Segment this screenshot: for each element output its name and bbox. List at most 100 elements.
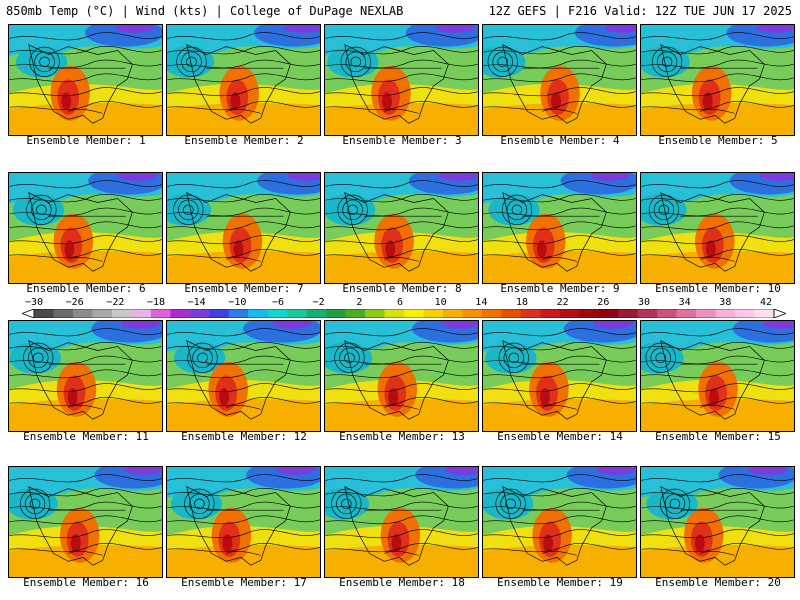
colorbar-swatch xyxy=(345,309,366,318)
ensemble-member-label-16: Ensemble Member: 16 xyxy=(23,576,149,589)
ensemble-map-7 xyxy=(166,172,321,284)
ensemble-member-label-15: Ensemble Member: 15 xyxy=(655,430,781,443)
colorbar-tick-label: −14 xyxy=(187,297,206,308)
ensemble-map-1 xyxy=(8,24,163,136)
ensemble-member-label-20: Ensemble Member: 20 xyxy=(655,576,781,589)
ensemble-map-5 xyxy=(640,24,795,136)
colorbar-swatch xyxy=(520,309,541,318)
ensemble-map-13 xyxy=(324,320,479,432)
ensemble-member-label-9: Ensemble Member: 9 xyxy=(500,282,620,295)
colorbar-tick-label: 34 xyxy=(678,297,691,308)
header-right-title: 12Z GEFS | F216 Valid: 12Z TUE JUN 17 20… xyxy=(488,4,792,18)
colorbar-swatch xyxy=(481,309,502,318)
ensemble-member-label-10: Ensemble Member: 10 xyxy=(655,282,781,295)
colorbar-tick-label: −6 xyxy=(271,297,285,308)
ensemble-map-17 xyxy=(166,466,321,578)
ensemble-member-label-18: Ensemble Member: 18 xyxy=(339,576,465,589)
colorbar-swatch xyxy=(462,309,483,318)
ensemble-map-10 xyxy=(640,172,795,284)
ensemble-member-label-11: Ensemble Member: 11 xyxy=(23,430,149,443)
colorbar-tick-label: 42 xyxy=(759,297,773,308)
colorbar-tick-label: 38 xyxy=(719,297,732,308)
ensemble-member-label-2: Ensemble Member: 2 xyxy=(184,134,304,147)
colorbar-swatch xyxy=(53,309,74,318)
ensemble-member-label-6: Ensemble Member: 6 xyxy=(26,282,146,295)
colorbar-swatch xyxy=(306,309,327,318)
colorbar-tick-label: 26 xyxy=(597,297,610,308)
colorbar-tick-label: 2 xyxy=(356,297,363,308)
ensemble-member-label-8: Ensemble Member: 8 xyxy=(342,282,462,295)
colorbar-swatch xyxy=(676,309,697,318)
colorbar-tick-label: 18 xyxy=(515,297,529,308)
colorbar-left-arrow xyxy=(22,309,35,318)
ensemble-map-11 xyxy=(8,320,163,432)
temperature-colorbar xyxy=(22,309,786,318)
colorbar-swatch xyxy=(111,309,132,318)
colorbar-swatch xyxy=(150,309,171,318)
colorbar-tick-label: −10 xyxy=(228,297,247,308)
colorbar-swatch xyxy=(540,309,561,318)
ensemble-map-12 xyxy=(166,320,321,432)
colorbar-swatch xyxy=(228,309,249,318)
ensemble-map-18 xyxy=(324,466,479,578)
ensemble-map-14 xyxy=(482,320,637,432)
colorbar-swatch xyxy=(735,309,755,318)
colorbar-swatch xyxy=(384,309,405,318)
colorbar-swatch xyxy=(637,309,658,318)
colorbar-swatch xyxy=(92,309,113,318)
ensemble-member-label-19: Ensemble Member: 19 xyxy=(497,576,623,589)
colorbar-swatch xyxy=(442,309,463,318)
colorbar-swatch xyxy=(715,309,736,318)
colorbar-swatch xyxy=(657,309,677,318)
colorbar-swatch xyxy=(34,309,54,318)
colorbar-swatch xyxy=(287,309,307,318)
colorbar-swatch xyxy=(248,309,268,318)
colorbar-swatch xyxy=(326,309,346,318)
ensemble-map-3 xyxy=(324,24,479,136)
ensemble-member-label-13: Ensemble Member: 13 xyxy=(339,430,465,443)
colorbar-swatch xyxy=(618,309,638,318)
colorbar-swatch xyxy=(754,309,775,318)
ensemble-member-label-14: Ensemble Member: 14 xyxy=(497,430,623,443)
colorbar-labels: −30 −26 −22 −18 −14 −10 −6 −2 2 6 10 14 18 22 26 30 34 38… xyxy=(0,297,800,309)
ensemble-member-label-4: Ensemble Member: 4 xyxy=(500,134,620,147)
ensemble-map-4 xyxy=(482,24,637,136)
colorbar-tick-label: 30 xyxy=(637,297,651,308)
colorbar-swatch xyxy=(501,309,522,318)
ensemble-map-16 xyxy=(8,466,163,578)
colorbar-swatch xyxy=(365,309,385,318)
ensemble-member-label-5: Ensemble Member: 5 xyxy=(658,134,778,147)
ensemble-member-label-7: Ensemble Member: 7 xyxy=(184,282,304,295)
ensemble-map-19 xyxy=(482,466,637,578)
colorbar-tick-label: −26 xyxy=(65,297,84,308)
ensemble-member-label-3: Ensemble Member: 3 xyxy=(342,134,462,147)
colorbar-swatch xyxy=(131,309,152,318)
colorbar-swatch xyxy=(72,309,93,318)
ensemble-member-label-17: Ensemble Member: 17 xyxy=(181,576,307,589)
ensemble-map-15 xyxy=(640,320,795,432)
colorbar-tick-label: 6 xyxy=(396,297,404,308)
ensemble-map-20 xyxy=(640,466,795,578)
colorbar-swatch xyxy=(189,309,210,318)
colorbar-swatch xyxy=(267,309,288,318)
colorbar-tick-label: 10 xyxy=(434,297,447,308)
colorbar-swatch xyxy=(423,309,444,318)
colorbar-right-arrow xyxy=(773,309,786,318)
colorbar-swatch xyxy=(209,309,230,318)
ensemble-map-8 xyxy=(324,172,479,284)
colorbar-tick-label: 14 xyxy=(475,297,488,308)
colorbar-swatch xyxy=(598,309,619,318)
colorbar-swatch xyxy=(559,309,580,318)
ensemble-map-2 xyxy=(166,24,321,136)
ensemble-member-label-1: Ensemble Member: 1 xyxy=(26,134,146,147)
colorbar-tick-label: −30 xyxy=(24,297,44,308)
colorbar-tick-label: −22 xyxy=(106,297,125,308)
ensemble-map-6 xyxy=(8,172,163,284)
ensemble-map-9 xyxy=(482,172,637,284)
header-left-title: 850mb Temp (°C) | Wind (kts) | College o… xyxy=(6,4,404,18)
colorbar-swatch xyxy=(696,309,716,318)
colorbar-tick-label: 22 xyxy=(556,297,569,308)
colorbar-swatch xyxy=(579,309,600,318)
colorbar-tick-label: −18 xyxy=(146,297,166,308)
ensemble-member-label-12: Ensemble Member: 12 xyxy=(181,430,307,443)
